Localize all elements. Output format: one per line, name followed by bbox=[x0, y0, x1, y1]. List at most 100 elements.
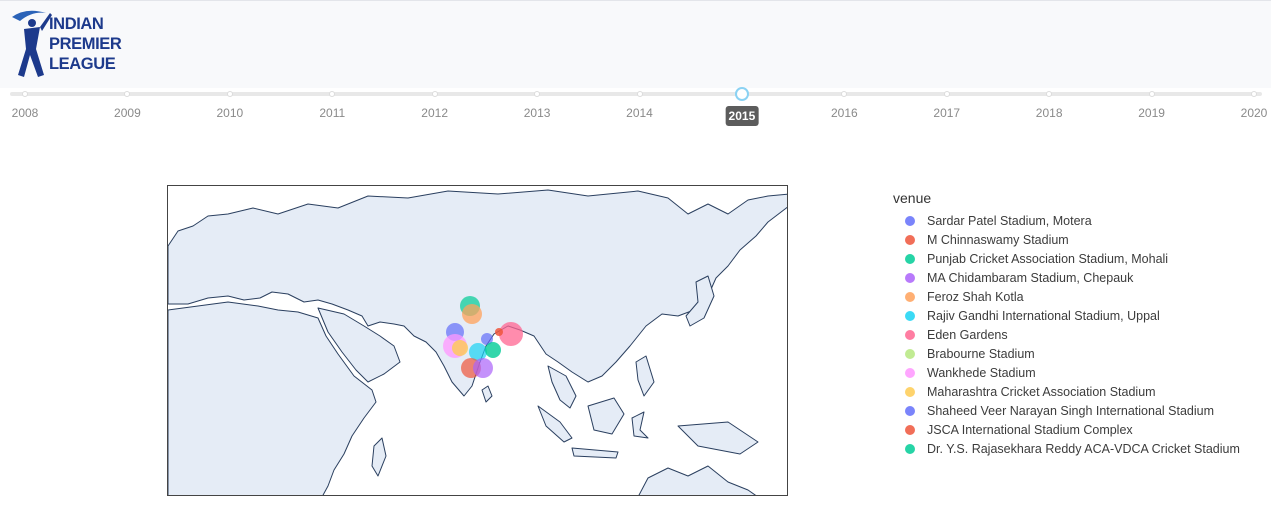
slider-year-label-2008[interactable]: 2008 bbox=[11, 106, 39, 120]
ipl-logo[interactable] bbox=[6, 9, 146, 81]
legend-item[interactable]: MA Chidambaram Stadium, Chepauk bbox=[893, 268, 1240, 287]
arabia-landmass bbox=[317, 307, 401, 383]
bubble-vizag bbox=[485, 342, 501, 358]
legend-item[interactable]: M Chinnaswamy Stadium bbox=[893, 230, 1240, 249]
legend-marker-icon bbox=[905, 443, 915, 454]
borneo-landmass bbox=[587, 397, 625, 435]
slider-year-label-2016[interactable]: 2016 bbox=[830, 106, 858, 120]
legend-marker-icon bbox=[905, 348, 915, 359]
legend-item-label: Punjab Cricket Association Stadium, Moha… bbox=[927, 251, 1169, 266]
legend-item[interactable]: Feroz Shah Kotla bbox=[893, 287, 1240, 306]
australia-landmass bbox=[638, 465, 757, 495]
legend-item[interactable]: Punjab Cricket Association Stadium, Moha… bbox=[893, 249, 1240, 268]
legend-item[interactable]: Rajiv Gandhi International Stadium, Uppa… bbox=[893, 306, 1240, 325]
slider-year-label-2020[interactable]: 2020 bbox=[1240, 106, 1268, 120]
legend-item[interactable]: Eden Gardens bbox=[893, 325, 1240, 344]
japan-landmass bbox=[685, 275, 715, 327]
legend-marker-icon bbox=[905, 253, 915, 264]
slider-tick-2017[interactable] bbox=[943, 91, 950, 97]
bubble-ranchi bbox=[495, 328, 503, 336]
java-landmass bbox=[571, 447, 619, 459]
legend-item-label: Dr. Y.S. Rajasekhara Reddy ACA-VDCA Cric… bbox=[927, 441, 1240, 456]
slider-year-label-2011[interactable]: 2011 bbox=[319, 106, 346, 120]
slider-year-label-2013[interactable]: 2013 bbox=[523, 106, 551, 120]
legend-item-label: Rajiv Gandhi International Stadium, Uppa… bbox=[927, 308, 1160, 323]
header-bar: INDIAN PREMIER LEAGUE bbox=[0, 0, 1271, 88]
slider-tick-2012[interactable] bbox=[431, 91, 438, 97]
legend-marker-icon bbox=[905, 386, 915, 397]
legend-item-label: Brabourne Stadium bbox=[927, 346, 1035, 361]
slider-tick-2009[interactable] bbox=[124, 91, 131, 97]
logo-line-league: LEAGUE bbox=[49, 55, 116, 73]
slider-tick-2020[interactable] bbox=[1251, 91, 1257, 97]
legend-marker-icon bbox=[905, 329, 915, 340]
slider-active-year-label: 2015 bbox=[725, 106, 759, 126]
bubble-uppal bbox=[469, 343, 487, 361]
legend-item[interactable]: Shaheed Veer Narayan Singh International… bbox=[893, 401, 1240, 420]
legend-marker-icon bbox=[905, 367, 915, 378]
slider-tick-2011[interactable] bbox=[329, 91, 336, 97]
year-slider[interactable]: 2008 2009 2010 2011 2012 2013 2014 2015 2016 2017… bbox=[0, 87, 1271, 133]
slider-tick-2019[interactable] bbox=[1148, 91, 1155, 97]
slider-tick-2010[interactable] bbox=[226, 91, 233, 97]
slider-year-label-2014[interactable]: 2014 bbox=[626, 106, 653, 120]
slider-handle[interactable] bbox=[734, 87, 749, 101]
philippines-landmass bbox=[635, 355, 655, 397]
legend-item-label: Wankhede Stadium bbox=[927, 365, 1036, 380]
legend-item-label: M Chinnaswamy Stadium bbox=[927, 232, 1069, 247]
slider-year-label-2009[interactable]: 2009 bbox=[114, 106, 141, 120]
legend-item-label: Sardar Patel Stadium, Motera bbox=[927, 213, 1092, 228]
madagascar-landmass bbox=[371, 437, 387, 477]
logo-line-premier: PREMIER bbox=[49, 35, 122, 53]
legend-item[interactable]: Sardar Patel Stadium, Motera bbox=[893, 211, 1240, 230]
bubble-raipur bbox=[481, 333, 493, 345]
legend-marker-icon bbox=[905, 405, 915, 416]
legend-marker-icon bbox=[905, 272, 915, 283]
venue-legend: venue Sardar Patel Stadium, Motera M Chin… bbox=[893, 190, 1240, 458]
slider-tick-2014[interactable] bbox=[636, 91, 643, 97]
legend-item[interactable]: Brabourne Stadium bbox=[893, 344, 1240, 363]
legend-item-label: Feroz Shah Kotla bbox=[927, 289, 1024, 304]
slider-year-label-2019[interactable]: 2019 bbox=[1138, 106, 1165, 120]
legend-item-label: Shaheed Veer Narayan Singh International… bbox=[927, 403, 1214, 418]
slider-year-label-2018[interactable]: 2018 bbox=[1035, 106, 1063, 120]
slider-year-label-2012[interactable]: 2012 bbox=[421, 106, 449, 120]
legend-item[interactable]: Wankhede Stadium bbox=[893, 363, 1240, 382]
legend-item[interactable]: Maharashtra Cricket Association Stadium bbox=[893, 382, 1240, 401]
africa-landmass bbox=[168, 301, 377, 495]
new-guinea-landmass bbox=[677, 421, 759, 455]
legend-item[interactable]: JSCA International Stadium Complex bbox=[893, 420, 1240, 439]
slider-track[interactable] bbox=[10, 92, 1262, 96]
slider-tick-2018[interactable] bbox=[1046, 91, 1053, 97]
venue-map[interactable] bbox=[167, 185, 788, 496]
legend-item[interactable]: Dr. Y.S. Rajasekhara Reddy ACA-VDCA Cric… bbox=[893, 439, 1240, 458]
bubble-eden-gardens bbox=[499, 322, 523, 346]
legend-item-label: Maharashtra Cricket Association Stadium bbox=[927, 384, 1156, 399]
legend-marker-icon bbox=[905, 424, 915, 435]
bubble-feroz-shah-kotla bbox=[462, 304, 482, 324]
venue-bubbles bbox=[443, 296, 523, 378]
slider-tick-2013[interactable] bbox=[534, 91, 541, 97]
legend-title: venue bbox=[893, 190, 932, 206]
legend-marker-icon bbox=[905, 291, 915, 302]
legend-item-label: MA Chidambaram Stadium, Chepauk bbox=[927, 270, 1134, 285]
eurasia-landmass bbox=[168, 189, 787, 397]
bubble-chepauk bbox=[473, 358, 493, 378]
legend-marker-icon bbox=[905, 234, 915, 245]
slider-year-label-2017[interactable]: 2017 bbox=[933, 106, 961, 120]
logo-line-indian: INDIAN bbox=[49, 15, 104, 33]
slider-year-label-2010[interactable]: 2010 bbox=[216, 106, 244, 120]
sulawesi-landmass bbox=[631, 411, 649, 439]
map-svg[interactable] bbox=[168, 186, 788, 496]
land-masses bbox=[168, 189, 787, 495]
legend-marker-icon bbox=[905, 215, 915, 226]
legend-item-label: Eden Gardens bbox=[927, 327, 1008, 342]
sri-lanka-landmass bbox=[481, 385, 493, 403]
legend-marker-icon bbox=[905, 310, 915, 321]
bubble-mca-pune bbox=[452, 340, 468, 356]
indochina-landmass bbox=[547, 365, 577, 409]
slider-tick-2016[interactable] bbox=[841, 91, 848, 97]
logo-text: INDIAN PREMIER LEAGUE bbox=[49, 14, 122, 74]
sumatra-landmass bbox=[537, 405, 573, 443]
slider-tick-2008[interactable] bbox=[22, 91, 28, 97]
